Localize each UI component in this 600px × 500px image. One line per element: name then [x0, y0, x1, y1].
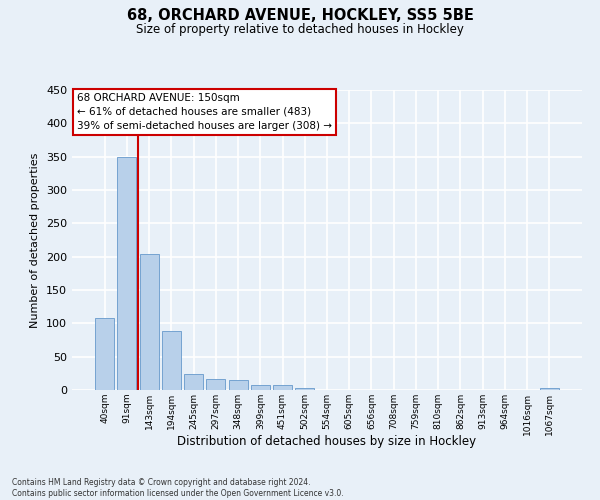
Bar [140, 254, 158, 390]
Bar [184, 374, 203, 390]
Bar [206, 380, 225, 390]
Text: Contains HM Land Registry data © Crown copyright and database right 2024.
Contai: Contains HM Land Registry data © Crown c… [12, 478, 344, 498]
Bar [540, 388, 559, 390]
Text: 68, ORCHARD AVENUE, HOCKLEY, SS5 5BE: 68, ORCHARD AVENUE, HOCKLEY, SS5 5BE [127, 8, 473, 22]
Text: 68 ORCHARD AVENUE: 150sqm
← 61% of detached houses are smaller (483)
39% of semi: 68 ORCHARD AVENUE: 150sqm ← 61% of detac… [77, 93, 332, 131]
Bar [95, 318, 114, 390]
Text: Distribution of detached houses by size in Hockley: Distribution of detached houses by size … [178, 435, 476, 448]
Text: Size of property relative to detached houses in Hockley: Size of property relative to detached ho… [136, 22, 464, 36]
Bar [273, 386, 292, 390]
Bar [295, 388, 314, 390]
Bar [118, 158, 136, 390]
Bar [229, 380, 248, 390]
Bar [251, 384, 270, 390]
Y-axis label: Number of detached properties: Number of detached properties [31, 152, 40, 328]
Bar [162, 332, 181, 390]
